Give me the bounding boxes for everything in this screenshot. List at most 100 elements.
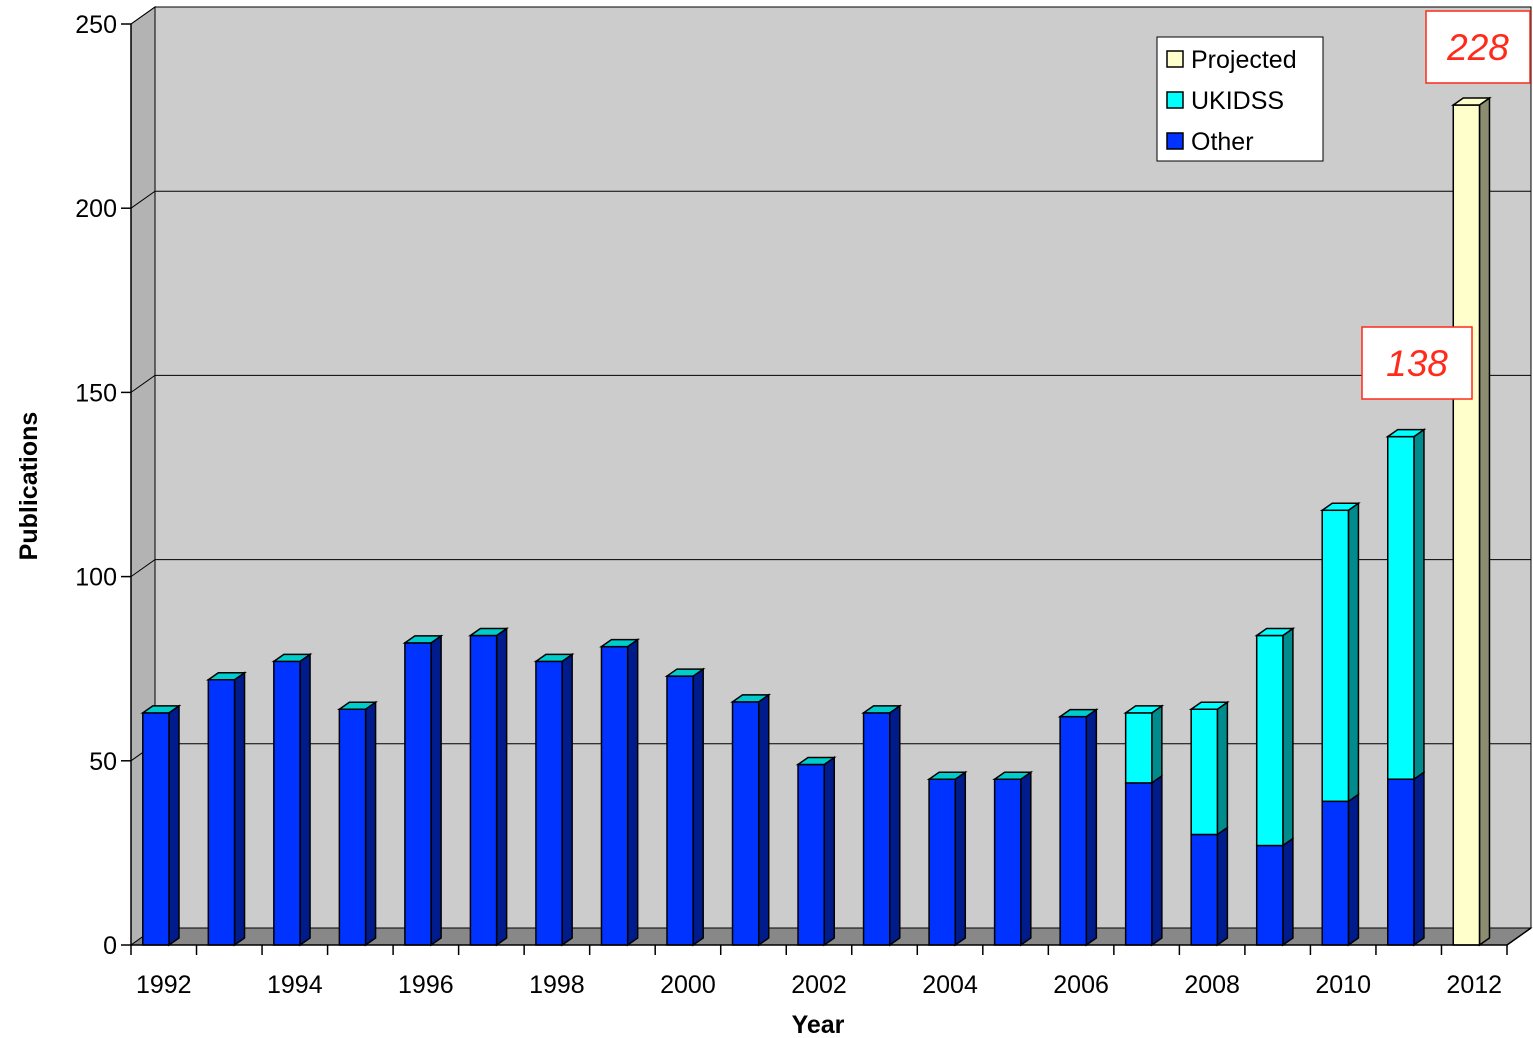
gridline <box>130 190 1531 209</box>
bar-ukidss-2010 <box>1319 501 1361 803</box>
bar-top <box>926 771 968 780</box>
bar-side <box>757 693 770 947</box>
bar-top <box>599 638 641 648</box>
bar-side <box>889 704 901 947</box>
x-tick-label: 2000 <box>660 971 716 999</box>
bar-top <box>533 653 575 663</box>
legend-box <box>1156 36 1324 162</box>
bar-front <box>1386 435 1415 780</box>
bar-side <box>233 671 246 947</box>
tick-labels: 0 50 100 150 200 250 1992 1994 1996 1998 2000 2002 2… <box>75 11 1508 999</box>
bar-side <box>1216 826 1229 947</box>
bar-top <box>1450 97 1492 106</box>
y-tick-label: 0 <box>103 932 117 960</box>
bar-top <box>861 705 903 714</box>
x-tick-label: 1994 <box>267 971 323 999</box>
bar-side <box>1151 704 1163 785</box>
bar-front <box>469 634 498 946</box>
bar-side <box>1216 700 1229 836</box>
bar-top <box>1123 705 1165 714</box>
callout-box-2011 <box>1361 326 1473 400</box>
bar-other-2006 <box>1057 708 1099 947</box>
bar-side <box>1347 501 1360 803</box>
bar-side <box>430 634 442 947</box>
bar-side <box>1478 96 1491 947</box>
bar-top <box>140 705 182 714</box>
bar-other-2011 <box>1386 770 1425 947</box>
legend-label-projected: Projected <box>1191 46 1297 74</box>
bar-front <box>1452 104 1481 946</box>
bar-top <box>271 653 313 663</box>
bar-side <box>1347 792 1360 947</box>
bar-front <box>797 763 825 946</box>
x-tick-label: 1996 <box>398 971 454 999</box>
bar-other-2001 <box>730 693 772 947</box>
bar-side <box>364 700 377 947</box>
y-tick-label: 200 <box>75 195 117 223</box>
bar-side <box>954 770 967 947</box>
bar-top <box>468 627 510 637</box>
x-axis-title: Year <box>792 1011 845 1038</box>
bar-side <box>561 652 573 947</box>
bar-other-2005 <box>992 770 1034 947</box>
bar-front <box>862 712 891 946</box>
bar-other-1997 <box>468 627 510 947</box>
gridline <box>130 374 1531 393</box>
bar-other-2008 <box>1190 826 1229 947</box>
bar-top <box>1057 708 1099 718</box>
gridline <box>130 559 1531 578</box>
legend-swatch-projected <box>1166 50 1184 68</box>
bar-top <box>730 694 772 703</box>
bar-side <box>626 638 639 947</box>
bar-other-2002 <box>795 756 837 947</box>
bar-top <box>1319 502 1361 512</box>
bar-front <box>731 701 760 946</box>
y-tick-label: 150 <box>75 379 117 407</box>
bar-other-2000 <box>664 667 706 947</box>
bar-top <box>795 756 837 766</box>
bar-front <box>600 645 629 946</box>
callout-box-2012 <box>1425 10 1531 84</box>
bar-front <box>1059 715 1088 946</box>
bar-other-2009 <box>1255 837 1294 947</box>
bar-other-2010 <box>1321 792 1360 947</box>
x-tick-label: 2004 <box>922 971 978 999</box>
x-tick-label: 1998 <box>529 971 585 999</box>
bar-front <box>1386 778 1415 946</box>
legend-swatch-ukidss <box>1166 91 1184 109</box>
bar-front <box>1255 634 1284 847</box>
bar-front <box>1321 800 1350 946</box>
y-axis-title: Publications <box>15 412 43 561</box>
bar-top <box>992 771 1034 780</box>
bar-side <box>1413 770 1425 947</box>
legend-swatch-other <box>1166 132 1184 150</box>
bar-front <box>1190 708 1219 836</box>
bar-side <box>495 627 508 947</box>
bar-front <box>338 708 367 946</box>
axes <box>130 24 1532 946</box>
bar-top <box>664 668 706 677</box>
bar-other-2004 <box>926 770 968 947</box>
bar-side <box>299 652 311 947</box>
bar-ukidss-2009 <box>1254 627 1296 847</box>
x-tick-label: 2006 <box>1053 971 1109 999</box>
floor-edge <box>1506 927 1532 946</box>
bar-other-2007 <box>1124 774 1163 947</box>
bar-front <box>142 712 170 946</box>
legend-label-other: Other <box>1191 128 1254 156</box>
bar-top <box>336 701 378 710</box>
y-tick-label: 250 <box>75 11 117 39</box>
bar-front <box>928 778 957 946</box>
bar-ukidss-2011 <box>1385 428 1427 781</box>
bar-top <box>1188 701 1230 710</box>
bar-side <box>168 704 180 947</box>
bar-projected-2012 <box>1450 96 1492 947</box>
bar-side <box>1020 770 1032 947</box>
bar-other-2003 <box>861 704 903 947</box>
bar-other-1999 <box>599 638 641 947</box>
bar-front <box>207 679 236 946</box>
bar-ukidss-2007 <box>1123 704 1165 785</box>
y-tick-label: 100 <box>75 564 117 592</box>
bar-other-1995 <box>336 700 378 947</box>
